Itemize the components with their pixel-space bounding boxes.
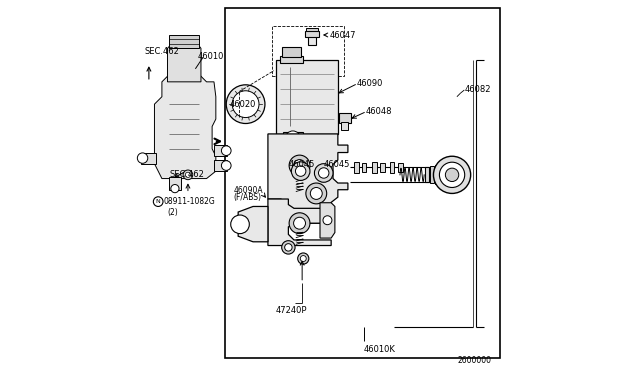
Circle shape <box>183 170 193 180</box>
Bar <box>362 163 366 172</box>
Bar <box>306 28 318 31</box>
Circle shape <box>291 162 310 180</box>
Circle shape <box>289 155 310 176</box>
Circle shape <box>227 85 265 124</box>
Text: (2): (2) <box>168 208 178 217</box>
Bar <box>305 31 319 37</box>
Bar <box>341 122 348 130</box>
Bar <box>308 36 316 45</box>
Text: 46090: 46090 <box>356 79 383 88</box>
Bar <box>431 166 434 183</box>
Bar <box>372 162 376 173</box>
Bar <box>214 145 227 156</box>
Circle shape <box>323 216 332 225</box>
Bar <box>380 163 385 172</box>
Bar <box>425 167 429 182</box>
Circle shape <box>282 241 295 254</box>
Circle shape <box>186 172 191 177</box>
Bar <box>170 177 180 190</box>
Circle shape <box>306 183 326 204</box>
Circle shape <box>221 161 231 170</box>
Bar <box>141 153 156 164</box>
Text: SEC.462: SEC.462 <box>170 170 204 179</box>
Circle shape <box>300 256 306 262</box>
Text: 46082: 46082 <box>465 85 492 94</box>
Circle shape <box>294 160 305 171</box>
Circle shape <box>319 168 329 178</box>
Circle shape <box>138 153 148 163</box>
Ellipse shape <box>239 99 252 109</box>
Text: 46090A: 46090A <box>234 186 263 195</box>
Circle shape <box>221 146 231 155</box>
Circle shape <box>314 164 333 182</box>
Text: N: N <box>156 199 161 204</box>
Text: (F/ABS): (F/ABS) <box>234 193 262 202</box>
Bar <box>282 47 301 57</box>
Circle shape <box>310 187 322 199</box>
Polygon shape <box>170 35 199 48</box>
Polygon shape <box>276 60 338 134</box>
Circle shape <box>445 168 459 182</box>
Text: 46045: 46045 <box>324 160 350 169</box>
Text: 46020: 46020 <box>230 100 256 109</box>
Text: 46010K: 46010K <box>364 345 396 354</box>
Bar <box>214 160 227 171</box>
Polygon shape <box>168 41 201 82</box>
Circle shape <box>171 185 179 193</box>
Polygon shape <box>154 74 216 179</box>
Bar <box>280 56 303 63</box>
Polygon shape <box>238 206 268 242</box>
Bar <box>435 165 438 184</box>
Bar <box>225 8 500 358</box>
Bar <box>390 162 394 173</box>
Circle shape <box>230 215 250 234</box>
Circle shape <box>296 166 306 176</box>
Circle shape <box>289 213 310 234</box>
Bar <box>339 113 351 123</box>
Bar <box>354 162 358 173</box>
Polygon shape <box>268 134 348 223</box>
Text: 46048: 46048 <box>365 107 392 116</box>
Circle shape <box>154 197 163 206</box>
Text: 08911-1082G: 08911-1082G <box>164 197 216 206</box>
Circle shape <box>433 156 470 193</box>
Circle shape <box>298 253 309 264</box>
Polygon shape <box>320 203 335 238</box>
Circle shape <box>294 217 305 229</box>
Text: 46047: 46047 <box>330 31 356 40</box>
Text: 47240P: 47240P <box>275 306 307 315</box>
Circle shape <box>232 91 259 118</box>
Bar <box>283 132 303 145</box>
Polygon shape <box>268 199 331 246</box>
Circle shape <box>285 131 300 146</box>
Bar <box>398 163 403 172</box>
Bar <box>271 26 344 76</box>
Text: 46010: 46010 <box>197 52 223 61</box>
Circle shape <box>285 244 292 251</box>
Text: 2600000: 2600000 <box>457 356 491 365</box>
Text: 46045: 46045 <box>289 160 315 169</box>
Text: SEC.462: SEC.462 <box>145 47 179 56</box>
Circle shape <box>440 162 465 187</box>
